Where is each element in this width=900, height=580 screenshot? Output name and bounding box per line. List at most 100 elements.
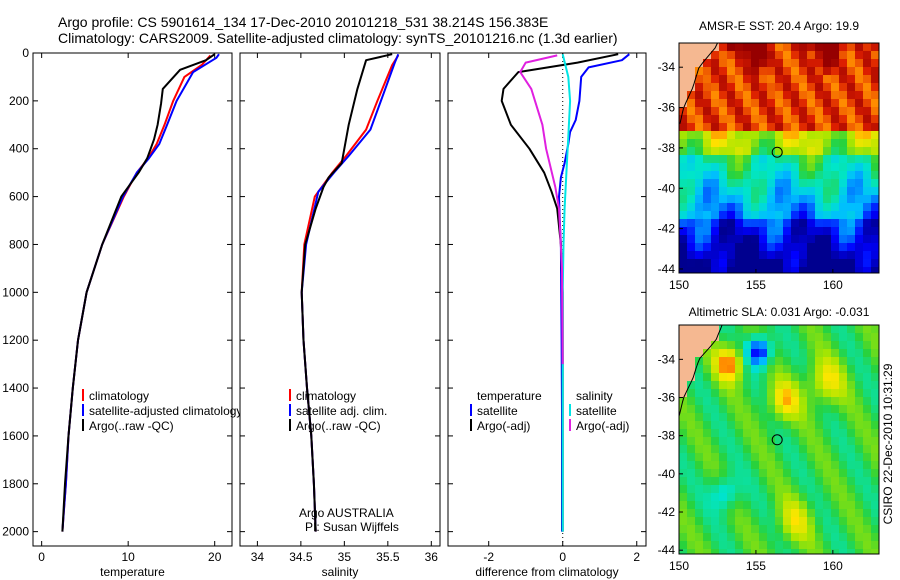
- sla_map-cell: [815, 485, 823, 493]
- sst_map-cell: [863, 43, 871, 51]
- sla_map-cell: [871, 517, 879, 525]
- sla_map-cell: [679, 349, 687, 357]
- sst_map-cell: [711, 187, 719, 195]
- sst_map-cell: [807, 227, 815, 235]
- sla_map-cell: [735, 365, 743, 373]
- sst_map-cell: [871, 195, 879, 203]
- sst_map-cell: [823, 67, 831, 75]
- sst_map-cell: [799, 43, 807, 51]
- sla_map-cell: [767, 429, 775, 437]
- sla_map-cell: [767, 373, 775, 381]
- sla_map-cell: [767, 461, 775, 469]
- sla_map-cell: [775, 373, 783, 381]
- sst_map-cell: [711, 243, 719, 251]
- sst_map-cell: [783, 259, 791, 267]
- sst_map-cell: [871, 251, 879, 259]
- sst_map-cell: [823, 99, 831, 107]
- sla_map-cell: [847, 405, 855, 413]
- sst_map-cell: [687, 99, 695, 107]
- sla_map-cell: [863, 469, 871, 477]
- sla_map-cell: [775, 437, 783, 445]
- sst_map-cell: [807, 259, 815, 267]
- sla_map-cell: [847, 421, 855, 429]
- sla_map-cell: [807, 357, 815, 365]
- sla_map-cell: [703, 525, 711, 533]
- sla_map-cell: [759, 477, 767, 485]
- sst_map-cell: [815, 91, 823, 99]
- sla_map-cell: [743, 533, 751, 541]
- difference-xtick-label: 2: [633, 550, 640, 564]
- sla_map-cell: [871, 533, 879, 541]
- sst_map-cell: [783, 163, 791, 171]
- sla_map-cell: [743, 429, 751, 437]
- sla_map-cell: [695, 389, 703, 397]
- sst_map-cell: [791, 163, 799, 171]
- sla_map-cell: [735, 525, 743, 533]
- sst_map-cell: [695, 243, 703, 251]
- sst_map-cell: [727, 195, 735, 203]
- sst_map-cell: [871, 211, 879, 219]
- sst_map-cell: [735, 43, 743, 51]
- sla_map-cell: [719, 517, 727, 525]
- sla_map-cell: [703, 533, 711, 541]
- sst_map-cell: [735, 219, 743, 227]
- sla_map-cell: [863, 333, 871, 341]
- sst_map-cell: [815, 43, 823, 51]
- sla_map-cell: [855, 333, 863, 341]
- sla_map-cell: [751, 453, 759, 461]
- sst_map-cell: [799, 243, 807, 251]
- sst_map-cell: [775, 259, 783, 267]
- sla_map-cell: [847, 365, 855, 373]
- sst_map-cell: [847, 99, 855, 107]
- sla_map-cell: [839, 357, 847, 365]
- sst_map-cell: [823, 227, 831, 235]
- sla_map-cell: [687, 501, 695, 509]
- sst_map-cell: [703, 83, 711, 91]
- sst_map-cell: [767, 155, 775, 163]
- sla_map-cell: [743, 493, 751, 501]
- sla_map-cell: [727, 509, 735, 517]
- sla_map-cell: [847, 381, 855, 389]
- sla_map-cell: [711, 373, 719, 381]
- sla_map-cell: [855, 533, 863, 541]
- sla_map-cell: [871, 397, 879, 405]
- sla_map-cell: [775, 517, 783, 525]
- sla_map-cell: [783, 509, 791, 517]
- sst_map-cell: [711, 251, 719, 259]
- sst_map-cell: [863, 235, 871, 243]
- sst_map-cell: [703, 235, 711, 243]
- sla_map-cell: [831, 437, 839, 445]
- sst_map-cell: [711, 67, 719, 75]
- sst_map-cell: [807, 203, 815, 211]
- sla_map-cell: [783, 357, 791, 365]
- sla_map-cell: [823, 493, 831, 501]
- sst_map-cell: [791, 123, 799, 131]
- sla_map-cell: [815, 453, 823, 461]
- sla_map-cell: [799, 413, 807, 421]
- sla_map-cell: [807, 469, 815, 477]
- sla_map-cell: [719, 341, 727, 349]
- sla_map-cell: [727, 389, 735, 397]
- sla_map-cell: [687, 541, 695, 549]
- sla_map-cell: [775, 549, 783, 554]
- sst_map-cell: [687, 227, 695, 235]
- sla_map-cell: [799, 421, 807, 429]
- sst_map-cell: [839, 51, 847, 59]
- sla_map-cell: [855, 429, 863, 437]
- sst_map-cell: [759, 195, 767, 203]
- sst_map-cell: [751, 267, 759, 273]
- sla_map-cell: [815, 365, 823, 373]
- sst_map-cell: [719, 243, 727, 251]
- sst_map-cell: [751, 75, 759, 83]
- sla_map-cell: [759, 381, 767, 389]
- sla_map-cell: [863, 349, 871, 357]
- sla_map-cell: [775, 525, 783, 533]
- sst_map-cell: [831, 243, 839, 251]
- sla_map-cell: [823, 325, 831, 333]
- sla_map-cell: [799, 381, 807, 389]
- sst_map-cell: [727, 75, 735, 83]
- sst_map-cell: [807, 59, 815, 67]
- sst_map-cell: [815, 259, 823, 267]
- sla_map-cell: [719, 429, 727, 437]
